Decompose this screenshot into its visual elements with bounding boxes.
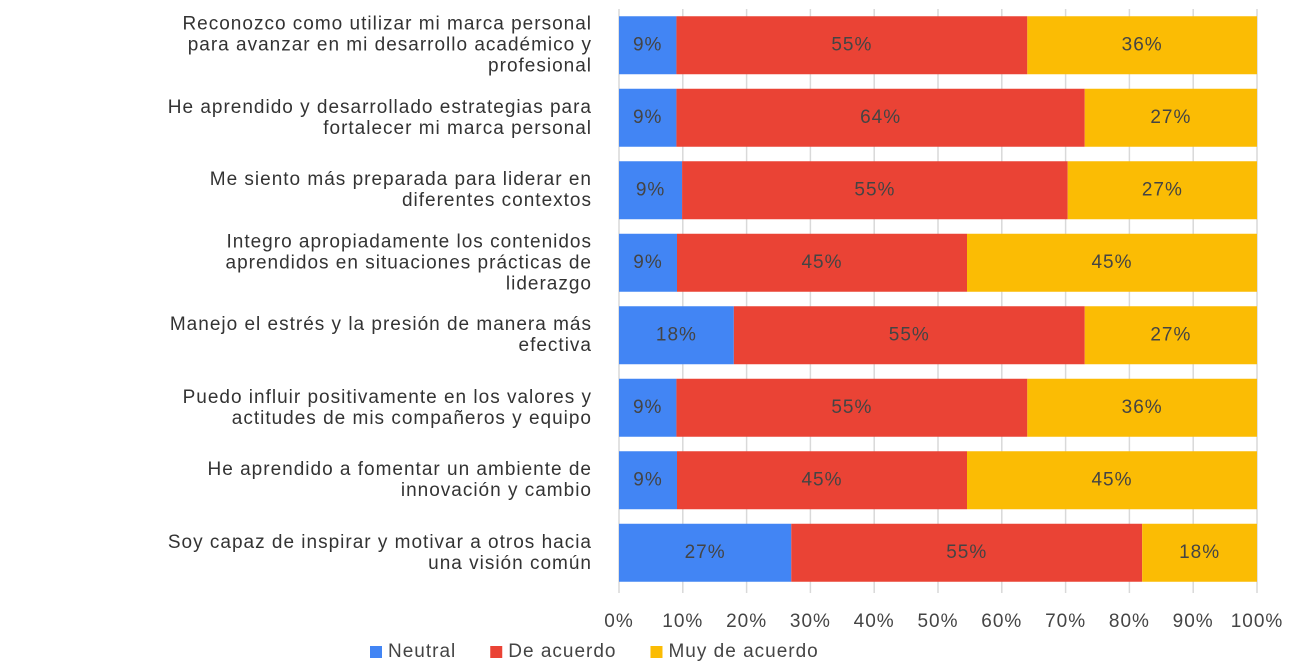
data-label: 55% [831, 34, 872, 55]
data-label: 45% [801, 252, 842, 273]
bar-segment [676, 16, 1028, 75]
x-tick-label: 10% [662, 611, 703, 632]
bar-segment [677, 451, 967, 510]
bar-segment [967, 233, 1257, 292]
data-label: 55% [854, 179, 895, 200]
data-label: 55% [889, 324, 930, 345]
bar-segment [619, 16, 677, 75]
bar-segment [791, 523, 1143, 582]
legend-label: De acuerdo [508, 641, 616, 662]
data-label: 55% [946, 542, 987, 563]
legend-label: Neutral [388, 641, 456, 662]
x-tick-label: 100% [1231, 611, 1284, 632]
category-label: Manejo el estrés y la presión de manera … [169, 314, 592, 357]
data-label: 18% [656, 324, 697, 345]
bar-segment [1067, 161, 1257, 220]
bar-segment [676, 88, 1085, 147]
data-label: 27% [1142, 179, 1183, 200]
category-label: Reconozco como utilizar mi marca persona… [182, 13, 592, 77]
legend-swatch [490, 646, 503, 658]
data-label: 64% [860, 107, 901, 128]
legend-label: Muy de acuerdo [668, 641, 818, 662]
bar-segment [619, 451, 677, 510]
category-label: Puedo influir positivamente en los valor… [182, 386, 592, 429]
bar-segment [1027, 378, 1257, 437]
bar-segment [682, 161, 1068, 220]
x-tick-label: 60% [981, 611, 1022, 632]
data-label: 27% [685, 542, 726, 563]
x-tick-label: 70% [1045, 611, 1086, 632]
x-tick-label: 80% [1109, 611, 1150, 632]
category-label: He aprendido y desarrollado estrategias … [167, 96, 592, 139]
bar-segment [1084, 88, 1257, 147]
data-label: 45% [1091, 469, 1132, 490]
category-label: He aprendido a fomentar un ambiente de i… [207, 459, 592, 502]
category-label: Me siento más preparada para liderar en … [209, 169, 592, 212]
bar-segment [677, 233, 967, 292]
data-label: 18% [1179, 542, 1220, 563]
data-label: 9% [633, 34, 662, 55]
x-tick-label: 90% [1173, 611, 1214, 632]
data-label: 9% [633, 397, 662, 418]
bar-segment [619, 233, 677, 292]
bar-segment [676, 378, 1028, 437]
data-label: 9% [636, 179, 665, 200]
bar-segment [1027, 16, 1257, 75]
data-label: 36% [1122, 34, 1163, 55]
data-label: 9% [633, 469, 662, 490]
x-tick-label: 40% [854, 611, 895, 632]
x-tick-label: 50% [917, 611, 958, 632]
bar-segment [733, 306, 1085, 365]
category-label: Soy capaz de inspirar y motivar a otros … [167, 531, 592, 574]
bar-segment [619, 378, 677, 437]
bar-segment [619, 88, 677, 147]
bar-segment [619, 161, 683, 220]
data-label: 27% [1150, 324, 1191, 345]
x-tick-label: 30% [790, 611, 831, 632]
data-label: 55% [831, 397, 872, 418]
bar-segment [1142, 523, 1257, 582]
bar-segment [967, 451, 1257, 510]
bar-segment [619, 306, 734, 365]
data-label: 36% [1122, 397, 1163, 418]
data-label: 9% [633, 252, 662, 273]
legend-swatch [370, 646, 382, 658]
x-tick-label: 20% [726, 611, 767, 632]
data-label: 45% [801, 469, 842, 490]
bar-segment [619, 523, 792, 582]
data-label: 45% [1091, 252, 1132, 273]
category-label: Integro apropiadamente los contenidos ap… [225, 231, 592, 295]
data-label: 27% [1150, 107, 1191, 128]
legend-swatch [650, 646, 663, 658]
x-tick-label: 0% [604, 611, 633, 632]
data-label: 9% [633, 107, 662, 128]
bar-segment [1084, 306, 1257, 365]
